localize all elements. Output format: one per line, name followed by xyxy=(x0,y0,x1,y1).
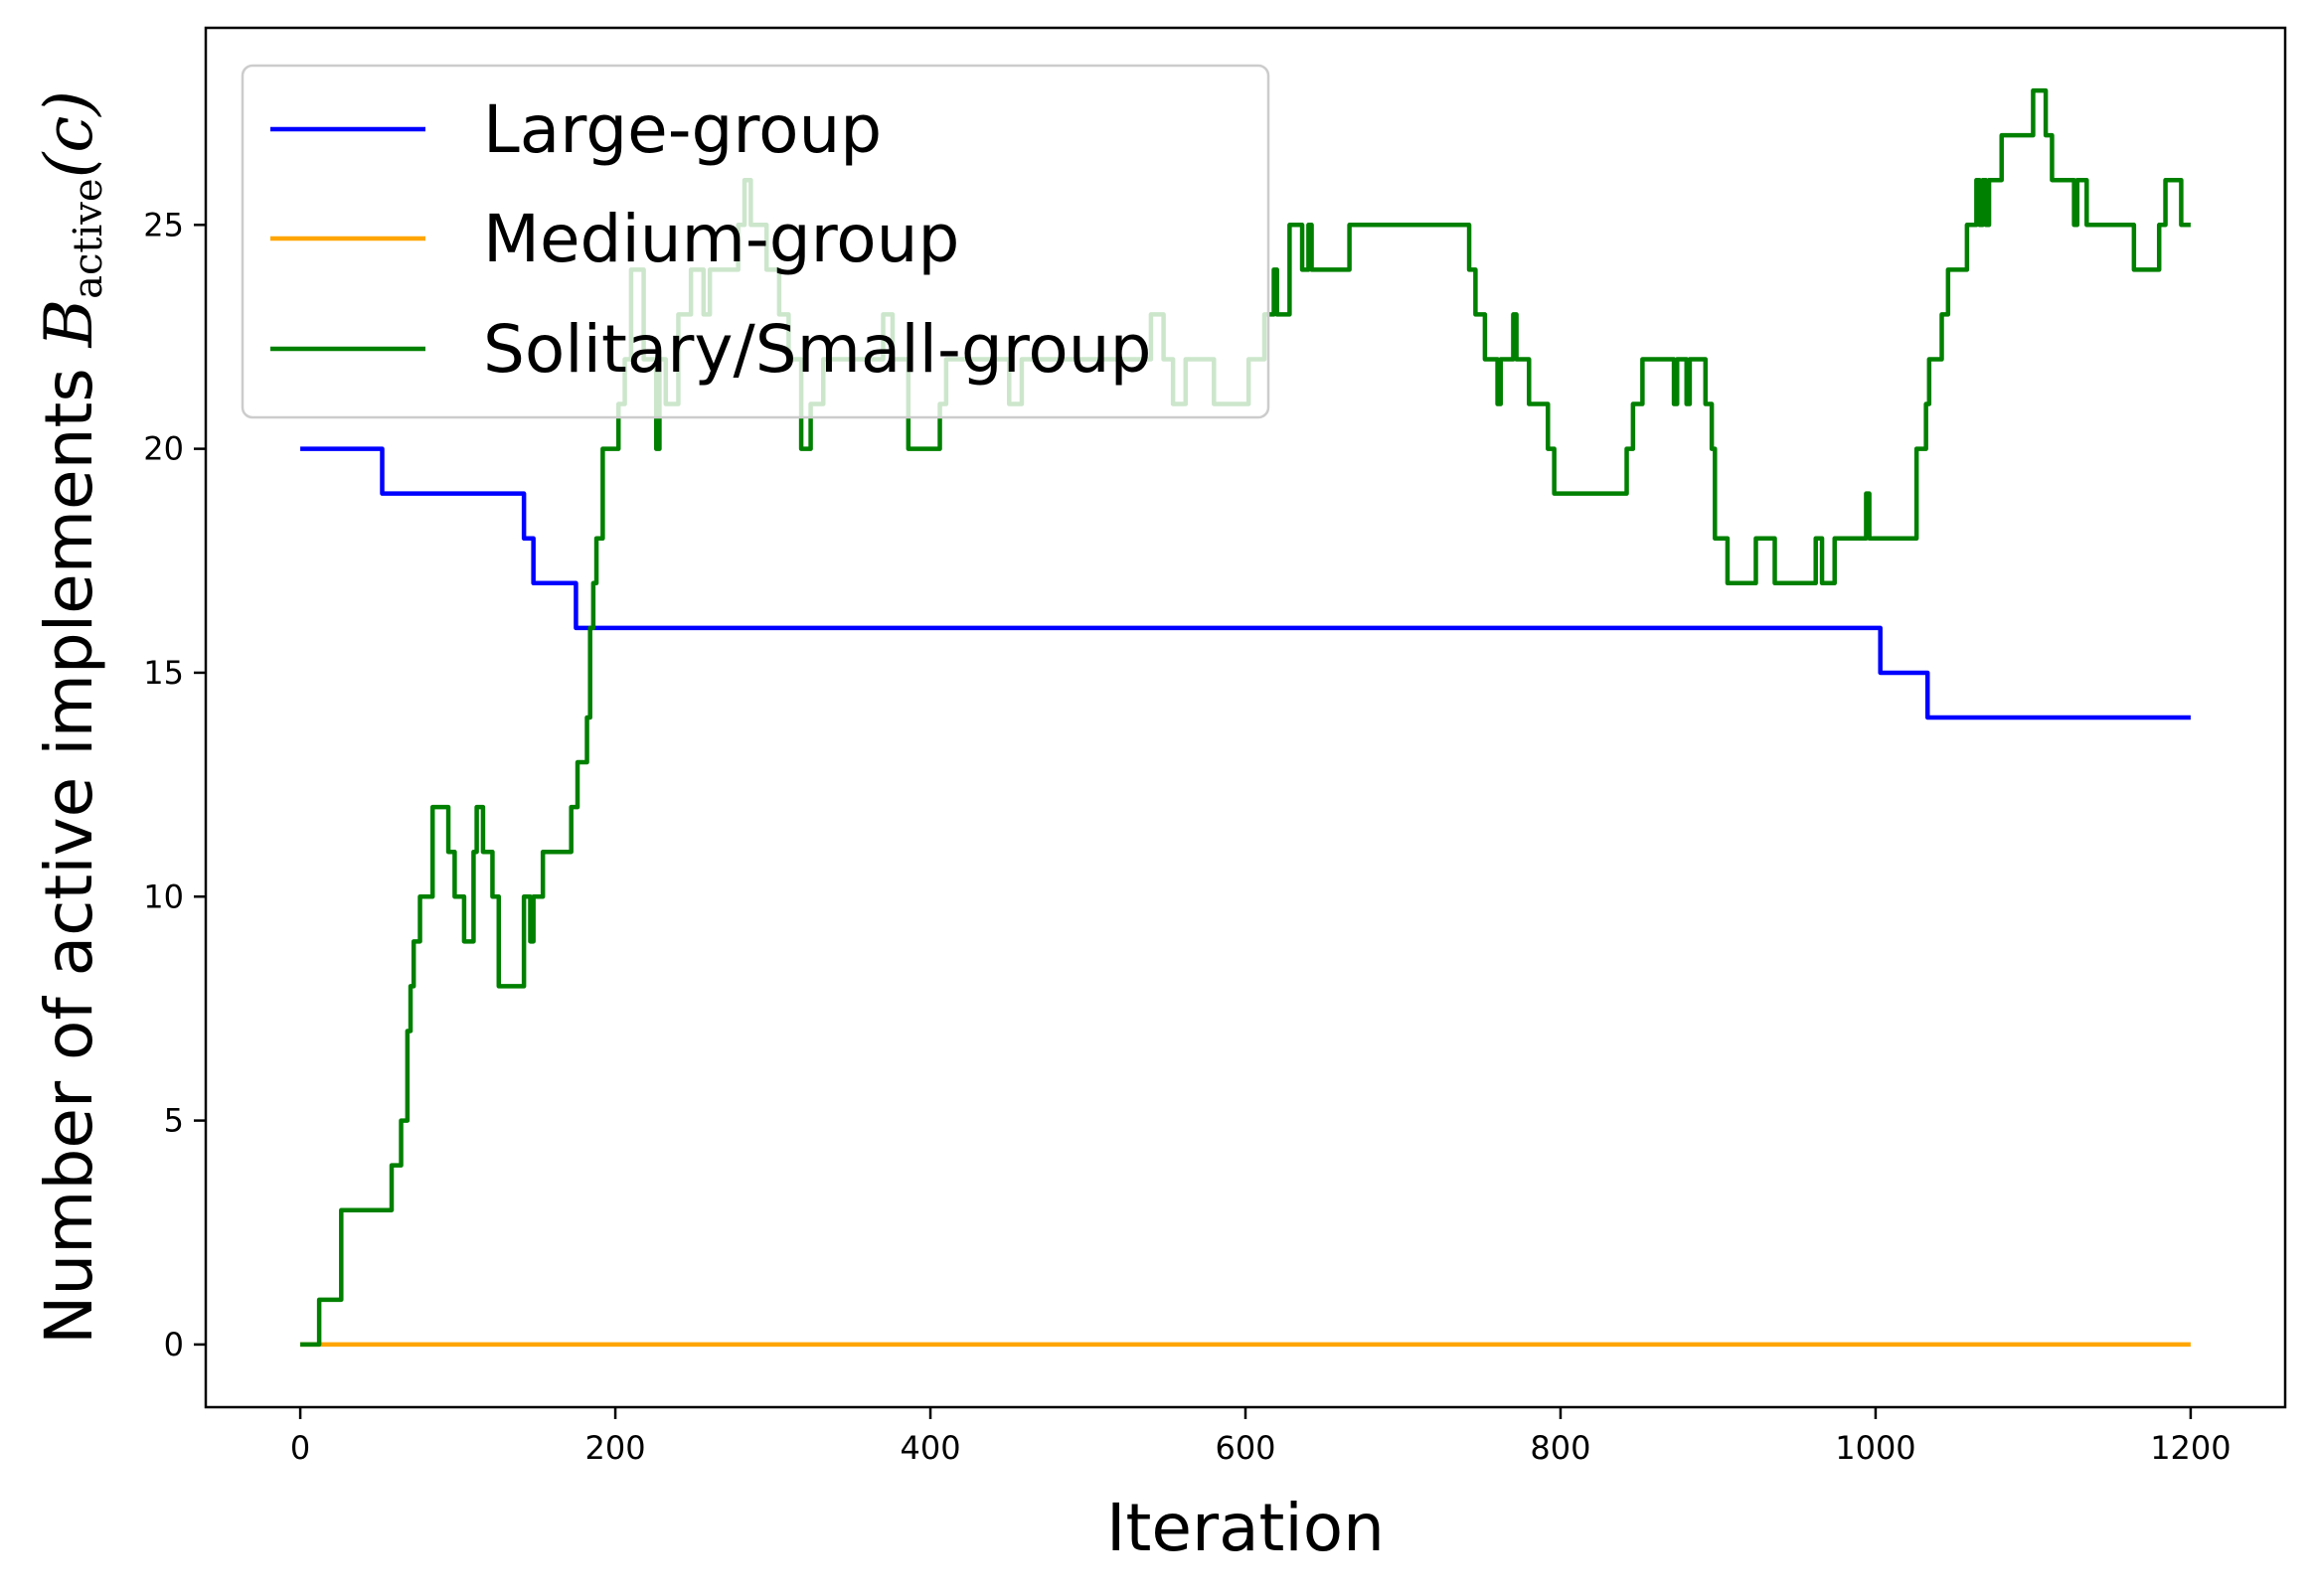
y-axis-label-symbol: B xyxy=(31,299,107,349)
y-tick-label: 15 xyxy=(143,654,184,692)
x-tick-label: 0 xyxy=(290,1429,310,1467)
legend-label-medium-group: Medium-group xyxy=(483,201,959,277)
series-line-large-group xyxy=(300,446,2191,720)
y-tick-label: 20 xyxy=(143,430,184,468)
y-tick-label: 0 xyxy=(164,1326,184,1363)
x-tick-label: 600 xyxy=(1215,1429,1275,1467)
x-axis-ticks: 0 200 400 600 800 1000 1200 xyxy=(290,1407,2231,1467)
x-tick-label: 400 xyxy=(900,1429,960,1467)
x-tick-label: 1200 xyxy=(2150,1429,2231,1467)
legend: Large-group Medium-group Solitary/Small-… xyxy=(241,64,1270,419)
y-tick-label: 25 xyxy=(143,206,184,243)
y-tick-label: 10 xyxy=(143,878,184,915)
y-axis-label-text: Number of active implements xyxy=(31,368,107,1345)
y-axis-label: Number of active implements Bactive(c) xyxy=(31,90,111,1345)
legend-label-solitary-small-group: Solitary/Small-group xyxy=(483,311,1152,388)
x-axis-label: Iteration xyxy=(1106,1490,1385,1566)
x-tick-label: 200 xyxy=(585,1429,646,1467)
y-axis-ticks: 0 5 10 15 20 25 xyxy=(143,206,206,1363)
x-tick-label: 800 xyxy=(1530,1429,1590,1467)
y-axis-label-gap xyxy=(31,347,107,368)
legend-label-large-group: Large-group xyxy=(483,91,882,168)
legend-frame xyxy=(241,64,1270,419)
y-axis-label-argument: (c) xyxy=(31,90,107,178)
x-tick-label: 1000 xyxy=(1835,1429,1915,1467)
y-axis-label-subscript: active xyxy=(66,178,111,298)
y-tick-label: 5 xyxy=(164,1102,184,1140)
